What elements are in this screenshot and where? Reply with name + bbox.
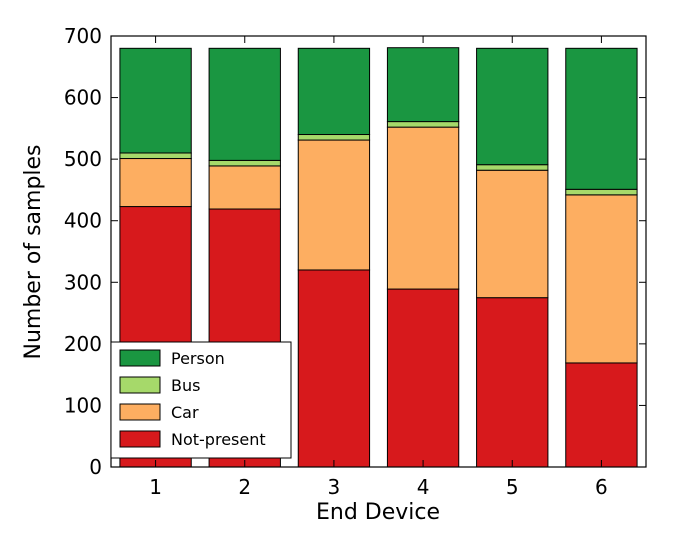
bar-segment-bus-device-3 bbox=[297, 134, 371, 141]
y-tick-label: 400 bbox=[64, 209, 102, 233]
legend-swatch-car bbox=[119, 403, 161, 421]
y-tick-label: 300 bbox=[64, 270, 102, 294]
bar-segment-car-device-3 bbox=[297, 139, 371, 271]
legend-swatch-person bbox=[119, 349, 161, 367]
y-tick-label: 700 bbox=[64, 24, 102, 48]
y-tick-label: 200 bbox=[64, 332, 102, 356]
y-tick-label: 100 bbox=[64, 393, 102, 417]
bar-segment-bus-device-1 bbox=[119, 152, 192, 160]
bar-segment-person-device-4 bbox=[386, 47, 460, 123]
bar-segment-not-present-device-4 bbox=[386, 288, 460, 468]
x-tick-label: 3 bbox=[328, 475, 341, 499]
x-tick-label: 4 bbox=[417, 475, 430, 499]
bar-segment-not-present-device-6 bbox=[565, 362, 638, 468]
legend-swatch-bus bbox=[119, 376, 161, 394]
legend-swatch-not-present bbox=[119, 430, 161, 448]
bar-segment-car-device-1 bbox=[119, 158, 192, 208]
x-tick-label: 1 bbox=[149, 475, 162, 499]
bar-segment-car-device-5 bbox=[476, 169, 549, 299]
x-axis-ticks: 1 2 3 4 5 6 bbox=[149, 36, 608, 499]
y-tick-label: 500 bbox=[64, 147, 102, 171]
x-axis-title: End Device bbox=[316, 500, 440, 525]
bar-segment-bus-device-6 bbox=[565, 188, 638, 196]
legend-label-car: Car bbox=[171, 403, 199, 422]
bar-segment-bus-device-5 bbox=[476, 164, 549, 171]
bar-segment-car-device-4 bbox=[386, 126, 460, 290]
x-tick-label: 5 bbox=[506, 475, 519, 499]
legend-label-bus: Bus bbox=[171, 376, 200, 395]
x-tick-label: 6 bbox=[595, 475, 608, 499]
y-tick-label: 600 bbox=[64, 86, 102, 110]
y-tick-label: 0 bbox=[89, 455, 102, 479]
y-axis-ticks: 0 100 200 300 400 500 600 700 bbox=[64, 24, 646, 479]
bar-segment-car-device-2 bbox=[208, 165, 281, 210]
x-tick-label: 2 bbox=[238, 475, 251, 499]
bar-segment-person-device-3 bbox=[297, 47, 371, 136]
bar-segment-person-device-2 bbox=[208, 47, 281, 161]
bar-segment-not-present-device-3 bbox=[297, 269, 371, 468]
y-axis-title: Number of samples bbox=[21, 144, 46, 359]
bar-segment-bus-device-2 bbox=[208, 159, 281, 167]
bar-segment-car-device-6 bbox=[565, 194, 638, 364]
legend: Person Bus Car Not-present bbox=[110, 341, 292, 459]
bar-segment-person-device-1 bbox=[119, 47, 192, 154]
legend-label-person: Person bbox=[171, 349, 225, 368]
legend-label-not-present: Not-present bbox=[171, 430, 266, 449]
plot-area-frame bbox=[110, 35, 647, 468]
bar-segment-bus-device-4 bbox=[386, 121, 460, 128]
bar-segment-not-present-device-5 bbox=[476, 297, 549, 468]
bar-segment-person-device-6 bbox=[565, 47, 638, 190]
bar-segment-person-device-5 bbox=[476, 47, 549, 166]
